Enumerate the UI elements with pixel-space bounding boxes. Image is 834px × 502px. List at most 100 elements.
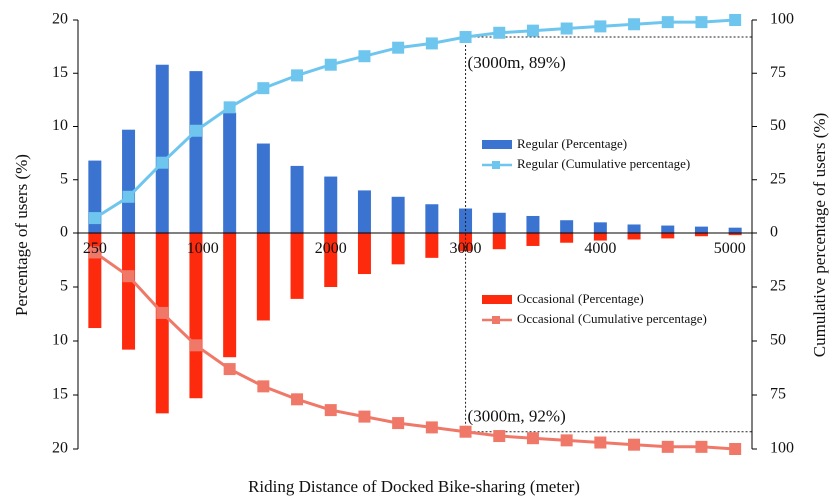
regular-cumulative-point — [526, 24, 539, 37]
occasional-cumulative-point — [425, 421, 438, 434]
occasional-bar — [694, 233, 708, 237]
occasional-bar — [357, 233, 371, 275]
occasional-cumulative-point — [459, 425, 472, 438]
occasional-bar — [560, 233, 574, 243]
regular-bar — [694, 226, 708, 233]
right-tick-label: 25 — [770, 278, 786, 295]
regular-bar — [593, 222, 607, 233]
occasional-cumulative-point — [88, 246, 101, 259]
left-tick-label: 10 — [52, 332, 68, 349]
regular-cumulative-point — [156, 156, 169, 169]
occasional-bar — [627, 233, 641, 240]
left-tick-label: 15 — [52, 64, 68, 81]
legend-label: Occasional (Cumulative percentage) — [517, 311, 707, 326]
right-tick-label: 75 — [770, 386, 786, 403]
x-tick-label: 4000 — [584, 240, 616, 257]
occasional-bar — [155, 233, 169, 414]
occasional-bar — [425, 233, 439, 258]
occasional-cumulative-point — [392, 417, 405, 430]
left-tick-label: 5 — [60, 278, 68, 295]
occasional-bar — [661, 233, 675, 239]
regular-cumulative-point — [358, 50, 371, 63]
regular-cumulative-point — [560, 22, 573, 35]
regular-cumulative-point — [291, 69, 304, 82]
left-tick-label: 15 — [52, 386, 68, 403]
occasional-cumulative-point — [729, 443, 742, 455]
occasional-cumulative-point — [324, 404, 337, 417]
x-tick-label: 250 — [83, 240, 107, 257]
legend-bar-swatch — [482, 140, 512, 149]
regular-cumulative-point — [729, 14, 742, 26]
right-tick-label: 25 — [770, 170, 786, 187]
occasional-cumulative-point — [661, 440, 674, 453]
left-tick-label: 20 — [52, 11, 68, 28]
regular-bar — [290, 165, 304, 233]
regular-bar — [189, 71, 203, 234]
annotation-label: (3000m, 92%) — [468, 407, 566, 426]
right-tick-label: 100 — [770, 11, 794, 28]
regular-cumulative-point — [223, 101, 236, 114]
occasional-cumulative-point — [493, 430, 506, 443]
regular-bar — [526, 215, 540, 233]
occasional-bar — [492, 233, 506, 250]
occasional-cumulative-point — [594, 436, 607, 449]
legend-bar-swatch — [482, 295, 512, 304]
regular-bar — [122, 129, 136, 233]
occasional-bar — [256, 233, 270, 321]
regular-cumulative-point — [392, 41, 405, 54]
bars-layer — [88, 64, 742, 414]
occasional-cumulative-point — [628, 438, 641, 451]
regular-bar — [324, 176, 338, 233]
x-tick-label: 1000 — [187, 240, 219, 257]
legends: Regular (Percentage) Regular (Cumulative … — [482, 136, 707, 326]
occasional-bar — [189, 233, 203, 399]
regular-cumulative-point — [594, 20, 607, 33]
legend-label: Occasional (Percentage) — [517, 291, 644, 306]
regular-bar — [357, 190, 371, 233]
reference-lines — [465, 36, 752, 433]
regular-cumulative-point — [661, 16, 674, 29]
regular-bar — [425, 204, 439, 233]
regular-cumulative-point — [324, 58, 337, 71]
regular-cumulative-point — [122, 190, 135, 203]
occasional-cumulative-point — [223, 363, 236, 376]
regular-bar — [391, 196, 405, 233]
legend-label: Regular (Cumulative percentage) — [517, 156, 690, 171]
occasional-cumulative-point — [257, 380, 270, 393]
occasional-cumulative-point — [156, 306, 169, 319]
regular-bar — [728, 227, 742, 233]
regular-cumulative-point — [695, 16, 708, 29]
regular-cumulative-point — [257, 82, 270, 95]
occasional-bar — [122, 233, 136, 350]
occasional-bar — [391, 233, 405, 265]
right-tick-label: 50 — [770, 117, 786, 134]
regular-bar — [560, 220, 574, 233]
regular-bar — [256, 143, 270, 233]
x-tick-label: 3000 — [450, 240, 482, 257]
right-axis-title: Cumulative percentage of users (%) — [810, 113, 829, 358]
regular-bar — [492, 212, 506, 233]
left-tick-label: 5 — [60, 170, 68, 187]
right-tick-label: 0 — [770, 224, 778, 241]
occasional-bar — [324, 233, 338, 287]
x-tick-label: 5000 — [714, 240, 746, 257]
x-axis-title: Riding Distance of Docked Bike-sharing (… — [248, 477, 580, 496]
regular-bar — [627, 224, 641, 233]
left-tick-label: 10 — [52, 117, 68, 134]
occasional-cumulative-point — [526, 432, 539, 445]
regular-bar — [459, 208, 473, 233]
annotation-label: (3000m, 89%) — [468, 53, 566, 72]
regular-cumulative-point — [628, 18, 641, 31]
cumulative-lines — [88, 14, 742, 455]
occasional-bar — [593, 233, 607, 241]
left-tick-label: 0 — [60, 224, 68, 241]
occasional-cumulative-point — [560, 434, 573, 447]
occasional-cumulative-point — [358, 410, 371, 423]
left-tick-label: 20 — [52, 440, 68, 457]
legend-marker-swatch — [492, 316, 500, 324]
regular-cumulative-point — [493, 26, 506, 39]
regular-bar — [223, 112, 237, 233]
legend-label: Regular (Percentage) — [517, 136, 627, 151]
regular-bar — [661, 225, 675, 233]
